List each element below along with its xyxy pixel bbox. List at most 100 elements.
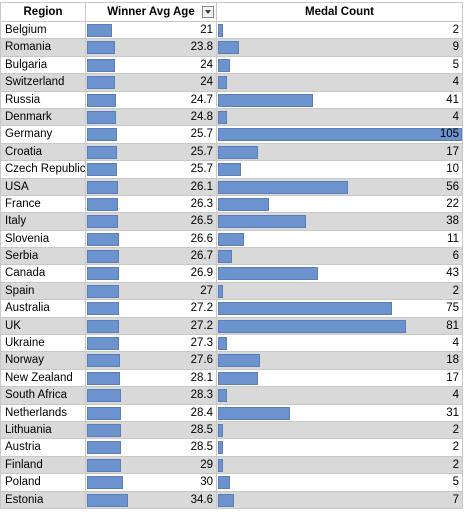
region-cell[interactable]: Ukraine xyxy=(0,335,86,353)
age-cell[interactable]: 25.7 xyxy=(86,143,217,162)
region-cell[interactable]: Bulgaria xyxy=(0,56,86,75)
age-cell[interactable]: 24.7 xyxy=(86,91,217,109)
medal-cell[interactable]: 75 xyxy=(217,300,463,318)
region-cell[interactable]: France xyxy=(0,195,86,214)
medal-cell[interactable]: 22 xyxy=(217,195,463,214)
age-cell[interactable]: 25.7 xyxy=(86,126,217,144)
region-cell[interactable]: New Zealand xyxy=(0,369,86,388)
region-cell[interactable]: Spain xyxy=(0,282,86,301)
region-cell[interactable]: Italy xyxy=(0,213,86,231)
region-cell[interactable]: Norway xyxy=(0,352,86,370)
medal-cell[interactable]: 81 xyxy=(217,317,463,336)
age-cell[interactable]: 26.6 xyxy=(86,230,217,249)
medal-cell[interactable]: 41 xyxy=(217,91,463,109)
age-cell[interactable]: 29 xyxy=(86,456,217,475)
region-cell[interactable]: Slovenia xyxy=(0,230,86,249)
region-cell[interactable]: Romania xyxy=(0,39,86,57)
medal-header-label: Medal Count xyxy=(305,6,374,18)
medal-cell[interactable]: 4 xyxy=(217,74,463,92)
region-cell[interactable]: Lithuania xyxy=(0,421,86,440)
medal-cell[interactable]: 2 xyxy=(217,421,463,440)
region-name: Lithuania xyxy=(5,423,52,436)
region-name: New Zealand xyxy=(5,371,73,384)
medal-cell[interactable]: 5 xyxy=(217,474,463,492)
age-cell[interactable]: 24 xyxy=(86,74,217,92)
age-column-header[interactable]: Winner Avg Age xyxy=(86,2,217,22)
region-column-header[interactable]: Region xyxy=(0,2,86,22)
age-cell[interactable]: 24 xyxy=(86,56,217,75)
region-cell[interactable]: Switzerland xyxy=(0,74,86,92)
medal-cell[interactable]: 4 xyxy=(217,335,463,353)
region-cell[interactable]: Australia xyxy=(0,300,86,318)
age-cell[interactable]: 26.5 xyxy=(86,213,217,231)
age-cell[interactable]: 26.9 xyxy=(86,265,217,283)
age-cell[interactable]: 27.2 xyxy=(86,317,217,336)
region-cell[interactable]: Estonia xyxy=(0,491,86,509)
age-cell[interactable]: 23.8 xyxy=(86,39,217,57)
region-cell[interactable]: Poland xyxy=(0,474,86,492)
medal-cell[interactable]: 2 xyxy=(217,22,463,40)
medal-cell[interactable]: 43 xyxy=(217,265,463,283)
age-cell[interactable]: 25.7 xyxy=(86,161,217,179)
medal-cell[interactable]: 38 xyxy=(217,213,463,231)
age-cell[interactable]: 27.6 xyxy=(86,352,217,370)
medal-cell[interactable]: 11 xyxy=(217,230,463,249)
medal-value: 2 xyxy=(452,24,459,36)
age-cell[interactable]: 21 xyxy=(86,22,217,40)
medal-column-header[interactable]: Medal Count xyxy=(217,2,463,22)
region-name: France xyxy=(5,197,41,210)
age-data-bar xyxy=(87,145,118,159)
age-cell[interactable]: 28.5 xyxy=(86,439,217,457)
age-cell[interactable]: 30 xyxy=(86,474,217,492)
medal-value: 5 xyxy=(452,58,459,71)
age-cell[interactable]: 28.5 xyxy=(86,421,217,440)
region-cell[interactable]: South Africa xyxy=(0,387,86,405)
region-cell[interactable]: Czech Republic xyxy=(0,161,86,179)
medal-cell[interactable]: 2 xyxy=(217,439,463,457)
age-cell[interactable]: 27.2 xyxy=(86,300,217,318)
region-cell[interactable]: Denmark xyxy=(0,108,86,127)
medal-cell[interactable]: 105 xyxy=(217,126,463,144)
medal-cell[interactable]: 4 xyxy=(217,387,463,405)
region-cell[interactable]: Austria xyxy=(0,439,86,457)
region-cell[interactable]: Serbia xyxy=(0,248,86,266)
region-cell[interactable]: USA xyxy=(0,178,86,196)
region-cell[interactable]: Belgium xyxy=(0,22,86,40)
medal-cell[interactable]: 18 xyxy=(217,352,463,370)
age-cell[interactable]: 28.4 xyxy=(86,404,217,422)
medal-data-bar xyxy=(218,389,228,403)
medal-cell[interactable]: 4 xyxy=(217,108,463,127)
region-cell[interactable]: Canada xyxy=(0,265,86,283)
medal-cell[interactable]: 2 xyxy=(217,282,463,301)
medal-cell[interactable]: 5 xyxy=(217,56,463,75)
age-cell[interactable]: 28.3 xyxy=(86,387,217,405)
age-cell[interactable]: 27.3 xyxy=(86,335,217,353)
medal-cell[interactable]: 17 xyxy=(217,143,463,162)
age-cell[interactable]: 28.1 xyxy=(86,369,217,388)
filter-dropdown-icon[interactable] xyxy=(202,6,214,18)
region-cell[interactable]: Germany xyxy=(0,126,86,144)
medal-cell[interactable]: 6 xyxy=(217,248,463,266)
age-cell[interactable]: 26.1 xyxy=(86,178,217,196)
medal-cell[interactable]: 7 xyxy=(217,491,463,509)
age-data-bar xyxy=(87,389,121,403)
medal-cell[interactable]: 31 xyxy=(217,404,463,422)
medal-cell[interactable]: 2 xyxy=(217,456,463,475)
age-data-bar xyxy=(87,493,128,507)
region-cell[interactable]: Netherlands xyxy=(0,404,86,422)
age-cell[interactable]: 26.3 xyxy=(86,195,217,214)
medal-cell[interactable]: 9 xyxy=(217,39,463,57)
region-cell[interactable]: Croatia xyxy=(0,143,86,162)
medal-cell[interactable]: 56 xyxy=(217,178,463,196)
medal-value: 17 xyxy=(446,371,459,384)
region-cell[interactable]: UK xyxy=(0,317,86,336)
medal-cell[interactable]: 10 xyxy=(217,161,463,179)
age-cell[interactable]: 27 xyxy=(86,282,217,301)
table-row: Poland 30 5 xyxy=(0,474,463,492)
age-cell[interactable]: 24.8 xyxy=(86,108,217,127)
region-cell[interactable]: Finland xyxy=(0,456,86,475)
age-cell[interactable]: 34.6 xyxy=(86,491,217,509)
age-cell[interactable]: 26.7 xyxy=(86,248,217,266)
region-cell[interactable]: Russia xyxy=(0,91,86,109)
medal-cell[interactable]: 17 xyxy=(217,369,463,388)
